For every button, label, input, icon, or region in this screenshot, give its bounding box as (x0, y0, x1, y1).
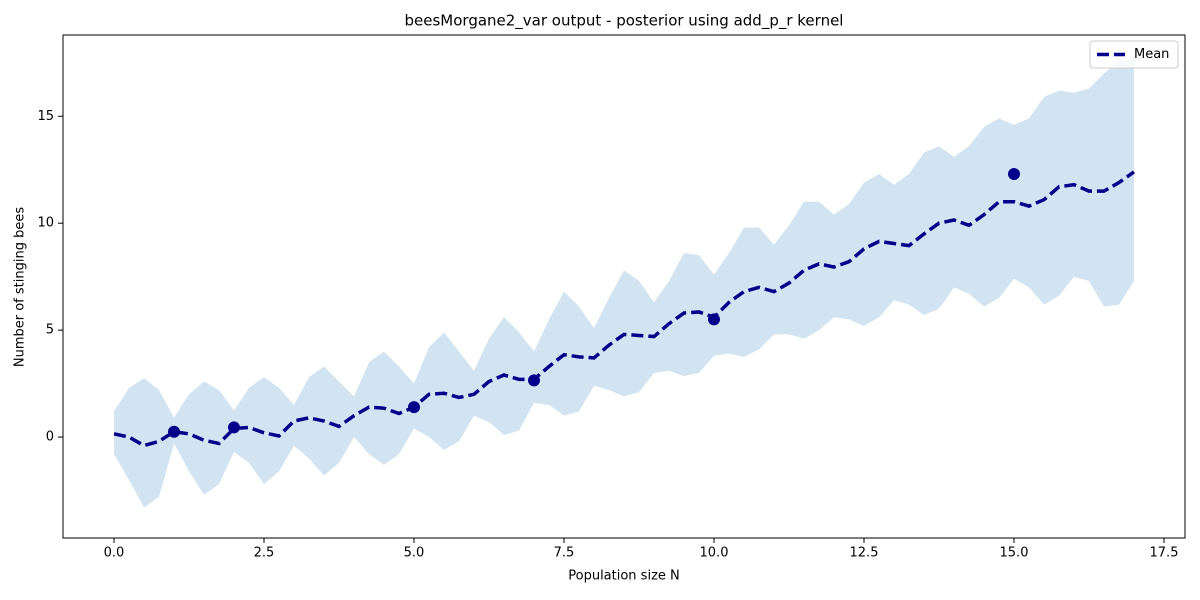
mean-line (113, 170, 1136, 448)
observed-point (708, 313, 720, 326)
x-tick-label: 10.0 (700, 546, 729, 561)
confidence-band (114, 60, 1134, 508)
x-tick-label: 5.0 (404, 546, 425, 561)
observed-point (408, 401, 420, 414)
observed-point (168, 425, 180, 438)
y-tick-label: 15 (37, 109, 54, 124)
y-axis-label: Number of stinging bees (13, 207, 28, 367)
x-axis-label: Population size N (568, 569, 680, 584)
x-tick-label: 12.5 (850, 546, 879, 561)
chart-title: beesMorgane2_var output - posterior usin… (405, 12, 844, 31)
legend-box (1089, 40, 1179, 69)
legend-label: Mean (1134, 47, 1169, 62)
x-tick-label: 2.5 (254, 546, 275, 561)
x-tick-label: 7.5 (554, 546, 575, 561)
x-tick-label: 17.5 (1150, 546, 1179, 561)
observed-point (528, 374, 540, 387)
plot-frame (62, 34, 1186, 539)
observed-point (1008, 168, 1020, 181)
y-tick-label: 0 (46, 430, 54, 445)
observed-point (228, 421, 240, 434)
x-tick-label: 0.0 (104, 546, 125, 561)
y-tick-label: 10 (37, 216, 54, 231)
x-tick-label: 15.0 (1000, 546, 1029, 561)
y-tick-label: 5 (46, 323, 54, 338)
